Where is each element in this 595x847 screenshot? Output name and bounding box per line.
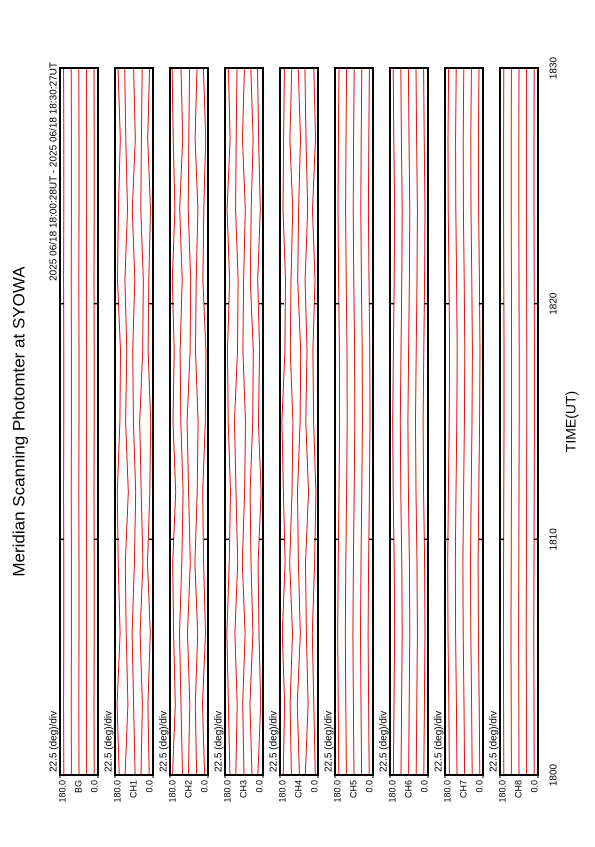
- trace: [258, 68, 262, 775]
- channel-label: CH7: [458, 780, 468, 798]
- x-tick-label: 1830: [549, 56, 560, 79]
- scale-label: 22.5 (deg)/div: [104, 711, 115, 772]
- chart-subtitle: 2025 06/18 18:00:28UT - 2025 06/18 18:30…: [49, 62, 60, 281]
- trace: [117, 68, 120, 775]
- trace: [345, 68, 347, 775]
- trace: [297, 68, 300, 775]
- trace: [455, 68, 457, 775]
- y-tick-label: 0.0: [364, 780, 374, 793]
- trace: [312, 68, 316, 775]
- y-tick-label: 180.0: [332, 780, 342, 803]
- channel-label: CH6: [403, 780, 413, 798]
- chart-title: Meridian Scanning Photomter at SYOWA: [9, 266, 28, 577]
- y-tick-label: 0.0: [144, 780, 154, 793]
- y-tick-label: 180.0: [112, 780, 122, 803]
- y-tick-label: 0.0: [254, 780, 264, 793]
- trace: [172, 68, 176, 775]
- scale-label: 22.5 (deg)/div: [324, 711, 335, 772]
- x-tick-label: 1800: [549, 763, 560, 786]
- trace: [400, 68, 402, 775]
- trace: [526, 68, 527, 775]
- x-tick-label: 1810: [549, 528, 560, 551]
- trace: [338, 68, 340, 775]
- trace: [416, 68, 418, 775]
- y-tick-label: 0.0: [199, 780, 209, 793]
- y-tick-label: 180.0: [57, 780, 67, 803]
- trace: [305, 68, 309, 775]
- scale-label: 22.5 (deg)/div: [269, 711, 280, 772]
- trace: [203, 68, 206, 775]
- trace: [448, 68, 450, 775]
- trace: [393, 68, 395, 775]
- y-tick-label: 180.0: [222, 780, 232, 803]
- x-axis-label: TIME(UT): [563, 391, 579, 452]
- trace: [242, 68, 245, 775]
- trace: [353, 68, 355, 775]
- trace: [408, 68, 410, 775]
- trace: [227, 68, 231, 775]
- y-tick-label: 180.0: [387, 780, 397, 803]
- trace: [478, 68, 480, 775]
- trace: [503, 68, 504, 775]
- scale-label: 22.5 (deg)/div: [379, 711, 390, 772]
- channel-label: CH1: [128, 780, 138, 798]
- channel-label: BG: [73, 780, 83, 793]
- y-tick-label: 0.0: [309, 780, 319, 793]
- trace: [187, 68, 191, 775]
- channel-label: CH4: [293, 780, 303, 798]
- trace: [534, 68, 535, 775]
- channel-label: CH3: [238, 780, 248, 798]
- trace: [195, 68, 198, 775]
- scale-label: 22.5 (deg)/div: [489, 711, 500, 772]
- scale-label: 22.5 (deg)/div: [49, 711, 60, 772]
- trace: [125, 68, 129, 775]
- trace: [180, 68, 184, 775]
- trace: [519, 68, 520, 775]
- trace: [423, 68, 425, 775]
- trace: [511, 68, 512, 775]
- channel-label: CH2: [183, 780, 193, 798]
- trace: [463, 68, 465, 775]
- channel-label: CH8: [513, 780, 523, 798]
- channel-label: CH5: [348, 780, 358, 798]
- trace: [282, 68, 286, 775]
- y-tick-label: 180.0: [497, 780, 507, 803]
- y-tick-label: 180.0: [442, 780, 452, 803]
- y-tick-label: 180.0: [167, 780, 177, 803]
- panel-frame: [335, 68, 373, 775]
- trace: [290, 68, 293, 775]
- scale-label: 22.5 (deg)/div: [214, 711, 225, 772]
- scale-label: 22.5 (deg)/div: [159, 711, 170, 772]
- trace: [132, 68, 136, 775]
- trace: [471, 68, 473, 775]
- trace: [235, 68, 239, 775]
- trace: [140, 68, 144, 775]
- y-tick-label: 0.0: [89, 780, 99, 793]
- y-tick-label: 180.0: [277, 780, 287, 803]
- x-tick-label: 1820: [549, 292, 560, 315]
- trace: [250, 68, 253, 775]
- y-tick-label: 0.0: [529, 780, 539, 793]
- trace: [361, 68, 363, 775]
- y-tick-label: 0.0: [419, 780, 429, 793]
- rotated-plot: Meridian Scanning Photomter at SYOWA 2025…: [9, 56, 578, 802]
- scale-label: 22.5 (deg)/div: [434, 711, 445, 772]
- trace: [368, 68, 370, 775]
- y-tick-label: 0.0: [474, 780, 484, 793]
- trace: [148, 68, 151, 775]
